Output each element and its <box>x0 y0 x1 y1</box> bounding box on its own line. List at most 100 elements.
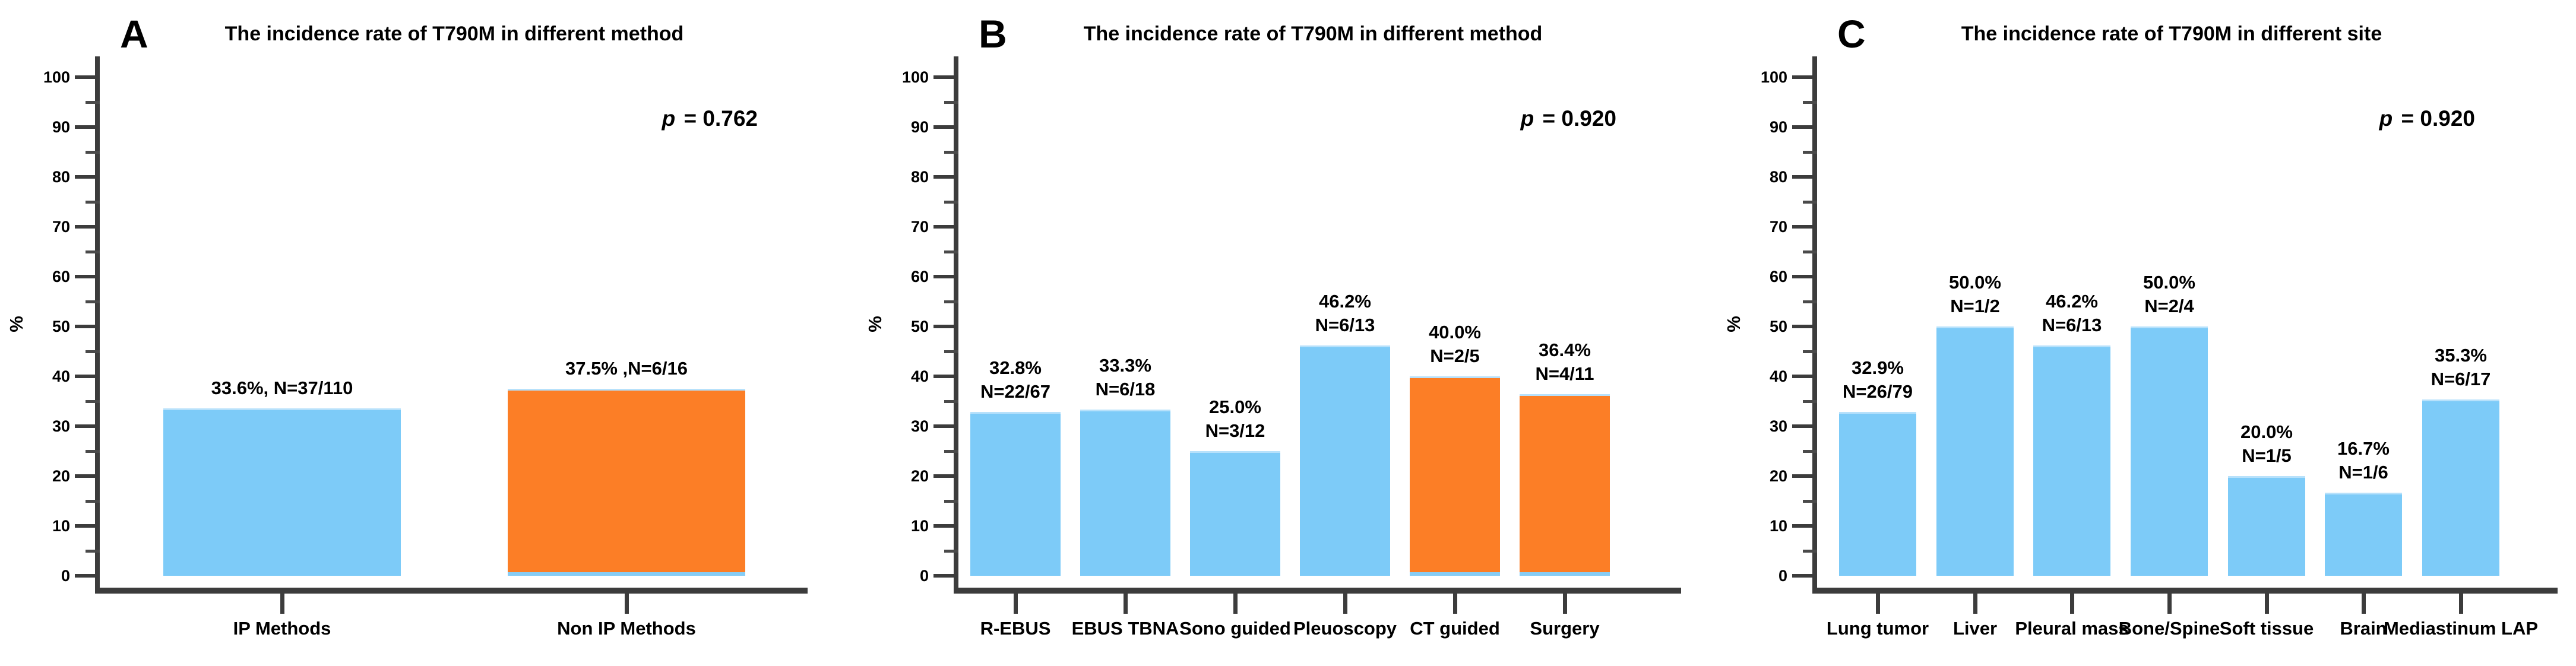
p-value-label-b: p = 0.920 <box>1521 106 1616 132</box>
x-axis-category-label-ct-guided: CT guided <box>1410 618 1500 639</box>
y-axis-minor-tick <box>1803 201 1817 204</box>
y-axis-major-tick <box>933 474 958 478</box>
bar-non-ip-methods <box>508 389 745 576</box>
y-axis-major-tick <box>933 574 958 578</box>
bar-mediastinum-lap <box>2422 399 2499 576</box>
x-axis-category-label-brain: Brain <box>2340 618 2387 639</box>
y-axis-tick-label: 60 <box>52 268 70 286</box>
y-axis-tick-label: 10 <box>910 517 929 535</box>
x-axis-line <box>954 588 1681 594</box>
x-axis-category-tick <box>1563 594 1567 614</box>
y-axis-tick-label: 80 <box>910 168 929 186</box>
y-axis-minor-tick <box>86 201 100 204</box>
x-axis-category-tick <box>1876 594 1880 614</box>
y-axis-major-tick <box>1792 75 1817 79</box>
p-rest: = 0.920 <box>2395 106 2476 131</box>
y-axis-minor-tick <box>86 101 100 104</box>
y-axis-major-tick <box>1792 375 1817 378</box>
bar-lung-tumor <box>1839 411 1916 576</box>
y-axis-major-tick <box>1792 275 1817 278</box>
bar-pleural-mass <box>2033 345 2110 576</box>
panel-b: B The incidence rate of T790M in differe… <box>859 0 1717 666</box>
bar-value-label-soft-tissue: 20.0% N=1/5 <box>2240 421 2293 466</box>
y-axis-tick-label: 50 <box>1769 318 1787 335</box>
y-axis-major-tick <box>933 524 958 528</box>
y-axis-tick-label: 100 <box>901 68 929 86</box>
y-axis-tick-label: 90 <box>910 118 929 136</box>
y-axis-minor-tick <box>944 350 958 353</box>
y-axis-minor-tick <box>944 300 958 303</box>
y-axis-major-tick <box>933 175 958 179</box>
y-axis-minor-tick <box>1803 450 1817 453</box>
y-axis-tick-label: 10 <box>1769 517 1787 535</box>
bar-value-label-liver: 50.0% N=1/2 <box>1949 272 2001 316</box>
y-axis-tick-label: 100 <box>1760 68 1787 86</box>
bar-value-label-lung-tumor: 32.9% N=26/79 <box>1842 357 1913 402</box>
y-axis-tick-label: 30 <box>52 417 70 435</box>
bar-pleuoscopy <box>1300 345 1390 576</box>
y-axis-minor-tick <box>1803 101 1817 104</box>
bar-value-label-ct-guided: 40.0% N=2/5 <box>1429 322 1481 366</box>
panel-c: C The incidence rate of T790M in differe… <box>1717 0 2576 666</box>
y-axis-tick-label: 20 <box>1769 467 1787 485</box>
panel-a: A The incidence rate of T790M in differe… <box>0 0 859 666</box>
y-axis-tick-label: 90 <box>1769 118 1787 136</box>
p-value-label-a: p = 0.762 <box>662 106 758 132</box>
bar-value-label-r-ebus: 32.8% N=22/67 <box>980 357 1051 402</box>
p-rest: = 0.762 <box>678 106 758 131</box>
y-axis-major-tick <box>1792 225 1817 229</box>
x-axis-category-tick <box>2362 594 2366 614</box>
y-axis-minor-tick <box>944 201 958 204</box>
y-axis-tick-label: 60 <box>910 268 929 286</box>
p-rest: = 0.920 <box>1536 106 1617 131</box>
y-axis-tick-label: 40 <box>910 367 929 385</box>
p-symbol: p <box>662 106 676 131</box>
y-axis-minor-tick <box>86 300 100 303</box>
y-axis-minor-tick <box>1803 350 1817 353</box>
bar-r-ebus <box>970 412 1061 576</box>
bar-value-label-ebus-tbna: 33.3% N=6/18 <box>1095 355 1156 400</box>
y-axis-major-tick <box>75 125 100 129</box>
bar-ip-methods <box>163 408 401 576</box>
y-axis-tick-label: 10 <box>52 517 70 535</box>
y-axis-major-tick <box>1792 175 1817 179</box>
bar-sono-guided <box>1190 451 1280 576</box>
x-axis-category-label-mediastinum-lap: Mediastinum LAP <box>2383 618 2539 639</box>
chart-title-b: The incidence rate of T790M in different… <box>1083 23 1543 45</box>
y-axis-minor-tick <box>86 350 100 353</box>
x-axis-category-label-ebus-tbna: EBUS TBNA <box>1071 618 1179 639</box>
bar-value-label-pleuoscopy: 46.2% N=6/13 <box>1315 290 1375 335</box>
bar-liver <box>1936 326 2014 576</box>
x-axis-category-label-ip-methods: IP Methods <box>233 618 331 639</box>
x-axis-category-label-liver: Liver <box>1952 618 1998 639</box>
y-axis-minor-tick <box>86 450 100 453</box>
y-axis-minor-tick <box>1803 250 1817 253</box>
y-axis-tick-label: 80 <box>52 168 70 186</box>
panel-letter-a: A <box>120 12 149 56</box>
bar-value-label-surgery: 36.4% N=4/11 <box>1535 340 1594 385</box>
y-axis-major-tick <box>933 225 958 229</box>
bar-value-label-non-ip-methods: 37.5% ,N=6/16 <box>565 358 688 379</box>
x-axis-category-tick <box>2459 594 2463 614</box>
y-axis-tick-label: 70 <box>910 218 929 236</box>
panel-letter-b: B <box>979 12 1008 56</box>
y-axis-tick-label: 40 <box>1769 367 1787 385</box>
x-axis-category-label-pleuoscopy: Pleuoscopy <box>1293 618 1397 639</box>
x-axis-category-label-pleural-mass: Pleural mass <box>2015 618 2129 639</box>
x-axis-category-tick <box>625 594 629 614</box>
bar-value-label-mediastinum-lap: 35.3% N=6/17 <box>2431 345 2491 390</box>
y-axis-minor-tick <box>944 500 958 503</box>
y-axis-minor-tick <box>1803 400 1817 403</box>
x-axis-category-tick <box>2167 594 2172 614</box>
y-axis-minor-tick <box>944 101 958 104</box>
y-axis-minor-tick <box>1803 500 1817 503</box>
y-axis-minor-tick <box>944 450 958 453</box>
y-axis-major-tick <box>75 375 100 378</box>
y-axis-major-tick <box>75 524 100 528</box>
y-axis-minor-tick <box>1803 300 1817 303</box>
bar-brain <box>2325 492 2402 576</box>
bar-value-label-bone-spine: 50.0% N=2/4 <box>2143 272 2195 316</box>
x-axis-category-tick <box>280 594 284 614</box>
y-axis-minor-tick <box>944 151 958 154</box>
y-axis-major-tick <box>933 375 958 378</box>
